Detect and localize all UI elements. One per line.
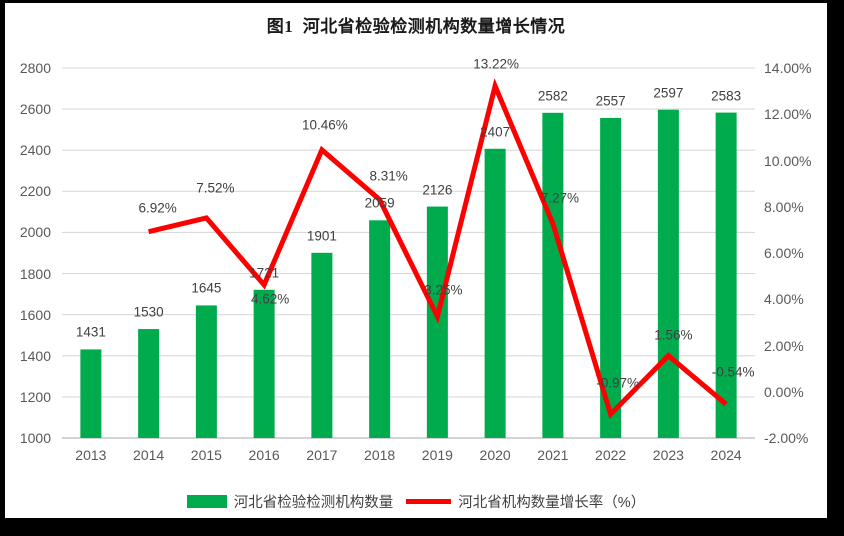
y2-axis-tick-label: 10.00%: [764, 152, 812, 169]
line-point-label: 4.62%: [250, 291, 290, 307]
bar: [253, 289, 275, 438]
bar-value-label: 2407: [480, 124, 511, 140]
x-axis-tick-label: 2013: [75, 447, 107, 463]
y-axis-tick-label: 2800: [19, 60, 51, 76]
bar-value-label: 2597: [653, 84, 684, 100]
bar-value-label: 2557: [595, 93, 626, 109]
bar: [484, 148, 506, 439]
x-axis-tick-label: 2021: [537, 447, 569, 463]
bar-value-label: 1431: [75, 324, 106, 340]
line-point-label: -0.97%: [596, 375, 640, 391]
bar: [195, 305, 217, 438]
line-point-label: 7.27%: [540, 189, 580, 205]
bar-value-label: 2582: [537, 88, 568, 104]
plot-area: [62, 67, 755, 439]
y2-axis-tick-label: 14.00%: [764, 60, 812, 76]
bar-value-label: 1530: [133, 304, 164, 320]
bar: [715, 112, 737, 438]
line-point-label: 13.22%: [473, 56, 520, 72]
x-axis-tick-label: 2014: [133, 447, 165, 463]
x-axis-tick-label: 2016: [248, 447, 280, 463]
line-point-label: 3.25%: [424, 281, 463, 297]
line-point-label: 1.56%: [654, 326, 693, 342]
chart-title: 图1 河北省检验检测机构数量增长情况: [266, 17, 566, 36]
bar: [138, 329, 160, 438]
y2-axis-tick-label: 6.00%: [764, 245, 804, 261]
y2-axis-tick-label: 0.00%: [764, 383, 804, 400]
bar: [426, 206, 448, 438]
x-axis-tick-label: 2017: [306, 447, 338, 463]
x-axis-tick-label: 2020: [479, 447, 511, 463]
legend-item-bars: 河北省检验检测机构数量: [186, 491, 394, 512]
line-point-label: -0.54%: [711, 364, 755, 380]
bar-value-label: 1645: [191, 280, 222, 296]
chart-canvas: 图1 河北省检验检测机构数量增长情况 2800 2600 2400 2200 2000 1…: [5, 3, 827, 518]
bar-value-label: 1901: [306, 228, 337, 244]
x-axis-tick-label: 2018: [364, 447, 396, 463]
bar: [600, 117, 622, 438]
y-axis-tick-label: 2600: [19, 101, 51, 118]
y2-axis-tick-label: -2.00%: [764, 430, 809, 446]
line-point-label: 10.46%: [301, 117, 348, 133]
y-axis-tick-label: 2000: [19, 224, 51, 241]
y2-axis-tick-label: 2.00%: [764, 337, 804, 354]
x-axis-tick-label: 2015: [190, 447, 222, 463]
x-axis-tick-label: 2022: [595, 447, 627, 463]
bar-value-label: 2059: [364, 195, 395, 211]
x-axis-tick-label: 2023: [652, 447, 684, 463]
legend-item-line: 河北省机构数量增长率（%）: [393, 491, 645, 512]
line-point-label: 7.52%: [196, 180, 235, 196]
y-axis-tick-label: 1200: [19, 388, 51, 405]
y-axis-tick-label: 2400: [19, 142, 51, 159]
legend-label-line: 河北省机构数量增长率（%）: [458, 494, 646, 511]
bar-value-label: 2583: [711, 87, 742, 103]
y-axis-tick-label: 1000: [19, 430, 51, 446]
bar: [311, 252, 333, 438]
x-axis-tick-label: 2024: [710, 447, 742, 463]
y-axis-tick-label: 1600: [19, 306, 51, 323]
bar: [542, 112, 564, 439]
bar: [657, 109, 679, 438]
y2-axis-tick-label: 8.00%: [764, 198, 804, 215]
legend-label-bars: 河北省检验检测机构数量: [233, 494, 394, 511]
y2-axis-tick-label: 12.00%: [764, 106, 812, 123]
line-point-label: 6.92%: [138, 199, 177, 215]
y2-axis-tick-label: 4.00%: [764, 291, 804, 308]
legend: 河北省检验检测机构数量 河北省机构数量增长率（%）: [5, 491, 827, 512]
line-point-label: 8.31%: [369, 167, 408, 183]
growth-line: [148, 78, 728, 419]
x-axis-tick-label: 2019: [421, 447, 453, 463]
bar-value-label: 1721: [249, 265, 280, 281]
y-axis-tick-label: 1400: [19, 347, 51, 364]
line-series-swatch-icon: [406, 498, 452, 504]
bar: [80, 349, 102, 438]
y-axis-tick-label: 1800: [19, 265, 51, 282]
bar: [369, 220, 391, 438]
y-axis-tick-label: 2200: [19, 183, 51, 200]
bar-series-swatch-icon: [186, 494, 227, 508]
bar-value-label: 2126: [422, 181, 453, 197]
